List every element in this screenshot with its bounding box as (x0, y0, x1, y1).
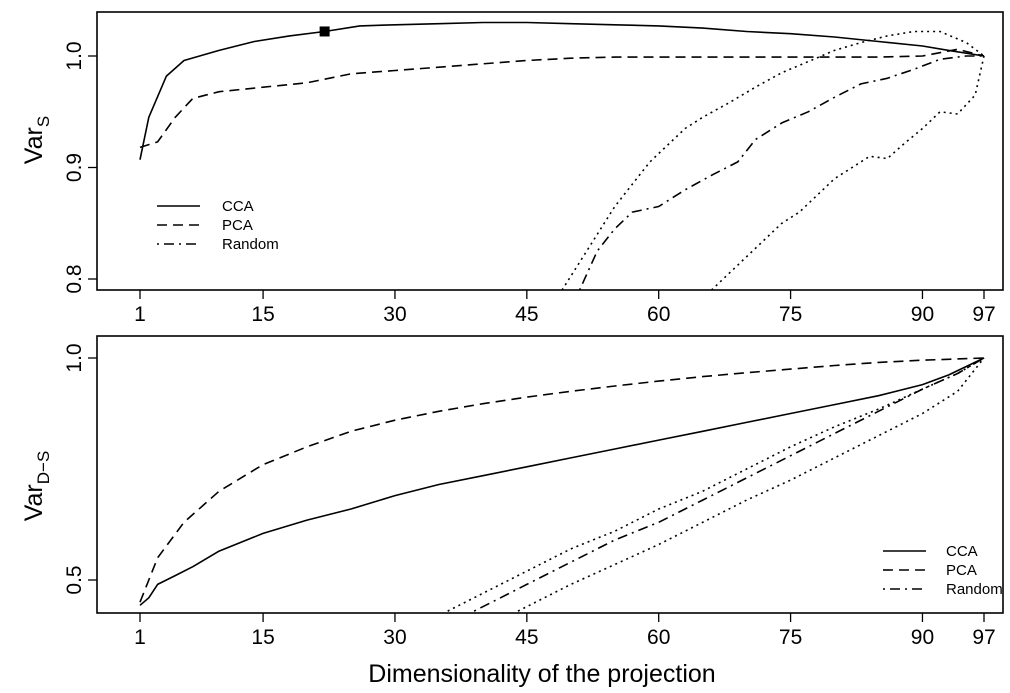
x-tick-label: 30 (383, 303, 406, 326)
x-tick-label: 75 (779, 303, 802, 326)
series-group (139, 357, 985, 612)
y-tick-label: 1.0 (63, 41, 86, 70)
y-tick-label: 0.5 (63, 565, 86, 594)
y-axis-title: VarS (20, 116, 53, 164)
x-tick-label: 97 (972, 626, 995, 649)
series-pca-line (139, 357, 985, 603)
y-tick-label: 0.9 (63, 153, 86, 182)
x-tick-label: 1 (134, 303, 146, 326)
legend-label: Random (222, 236, 279, 253)
panel-var-s: 1 15 30 45 60 75 90 97 0.8 0.9 1.0 VarS CCA PCA Random (20, 11, 1004, 326)
series-dotted-line (447, 357, 985, 612)
x-tick-label: 45 (515, 303, 538, 326)
x-axis-title: Dimensionality of the projection (368, 660, 715, 688)
x-tick-label: 15 (251, 626, 274, 649)
y-axis-title-main: Var (20, 127, 48, 164)
legend-label: Random (946, 581, 1003, 598)
y-axis-title: VarD−S (20, 451, 53, 522)
series-random-line (473, 357, 985, 612)
series-pca-line (139, 48, 985, 149)
series-cca-line (139, 357, 985, 606)
series-dotted-line (710, 55, 985, 290)
series-random-line (578, 55, 984, 290)
y-axis-title-subscript: S (34, 116, 53, 127)
legend-label: PCA (222, 217, 253, 234)
panel-var-d-s: 1 15 30 45 60 75 90 97 0.5 1.0 VarD−S CCA PCA Random (20, 335, 1004, 649)
legend: CCA PCA Random (883, 543, 1003, 598)
series-group (139, 21, 985, 290)
legend-label: PCA (946, 562, 977, 579)
series-dotted-line (517, 357, 985, 612)
x-tick-label: 75 (779, 626, 802, 649)
x-tick-label: 97 (972, 303, 995, 326)
legend-label: CCA (946, 543, 978, 560)
plot-frame (96, 11, 1004, 291)
x-tick-label: 90 (911, 303, 934, 326)
x-tick-label: 1 (134, 626, 146, 649)
x-tick-label: 60 (647, 626, 670, 649)
optimum-marker (319, 26, 330, 37)
x-tick-label: 90 (911, 626, 934, 649)
y-axis-title-main: Var (20, 484, 48, 521)
series-dotted-line (561, 30, 985, 290)
plot-frame (96, 335, 1004, 614)
legend-label: CCA (222, 198, 254, 215)
y-axis-title-subscript: D−S (34, 451, 53, 485)
x-tick-label: 30 (383, 626, 406, 649)
series-cca-line (139, 21, 985, 160)
legend: CCA PCA Random (157, 198, 279, 253)
x-tick-label: 45 (515, 626, 538, 649)
x-tick-label: 15 (251, 303, 274, 326)
x-tick-label: 60 (647, 303, 670, 326)
y-tick-label: 0.8 (63, 264, 86, 293)
y-tick-label: 1.0 (63, 343, 86, 372)
